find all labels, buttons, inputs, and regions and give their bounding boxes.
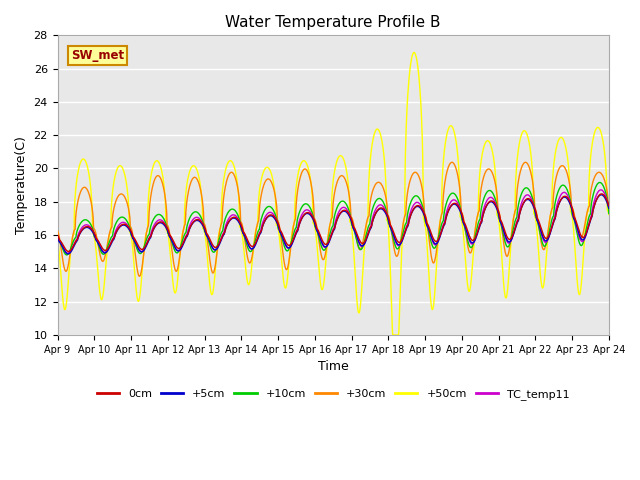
- Legend: 0cm, +5cm, +10cm, +30cm, +50cm, TC_temp11: 0cm, +5cm, +10cm, +30cm, +50cm, TC_temp1…: [93, 384, 573, 404]
- Y-axis label: Temperature(C): Temperature(C): [15, 136, 28, 234]
- X-axis label: Time: Time: [318, 360, 349, 373]
- Text: SW_met: SW_met: [71, 49, 124, 62]
- Title: Water Temperature Profile B: Water Temperature Profile B: [225, 15, 441, 30]
